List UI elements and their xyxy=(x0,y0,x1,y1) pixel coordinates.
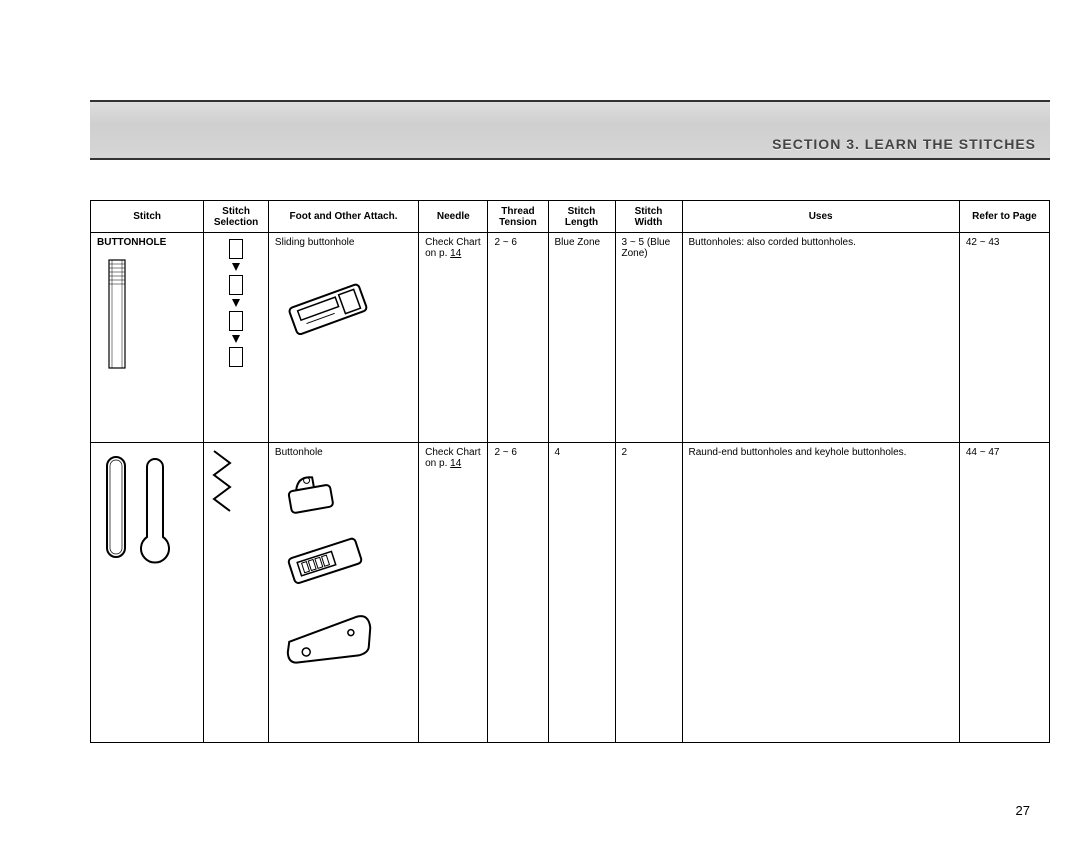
foot-cell: Sliding buttonhole xyxy=(268,233,418,443)
refer-cell: 42 ~ 43 xyxy=(959,233,1049,443)
col-needle: Needle xyxy=(419,201,488,233)
buttonhole-stitch-icon xyxy=(97,254,137,374)
foot-cell: Buttonhole xyxy=(268,443,418,743)
stitch-table: Stitch Stitch Selection Foot and Other A… xyxy=(90,200,1050,743)
uses-cell: Buttonholes: also corded buttonholes. xyxy=(682,233,959,443)
buttonhole-foot-icon xyxy=(275,464,345,524)
table-row: BUTTONHOLE xyxy=(91,233,1050,443)
section-title: SECTION 3. LEARN THE STITCHES xyxy=(772,136,1036,152)
needle-cell: Check Chart on p. 14 xyxy=(419,233,488,443)
stitch-cell: BUTTONHOLE xyxy=(91,233,204,443)
width-cell: 3 ~ 5 (Blue Zone) xyxy=(615,233,682,443)
round-end-buttonhole-icon xyxy=(97,447,177,577)
buttonhole-plate-icon xyxy=(275,524,375,604)
sliding-buttonhole-foot-icon xyxy=(275,260,385,370)
tension-cell: 2 ~ 6 xyxy=(488,443,548,743)
section-header-band: SECTION 3. LEARN THE STITCHES xyxy=(90,100,1050,160)
foot-label: Sliding buttonhole xyxy=(275,237,412,248)
col-width: Stitch Width xyxy=(615,201,682,233)
table-header-row: Stitch Stitch Selection Foot and Other A… xyxy=(91,201,1050,233)
col-length: Stitch Length xyxy=(548,201,615,233)
width-cell: 2 xyxy=(615,443,682,743)
table-row: Buttonhole xyxy=(91,443,1050,743)
col-tension: Thread Tension xyxy=(488,201,548,233)
length-cell: 4 xyxy=(548,443,615,743)
stitch-cell xyxy=(91,443,204,743)
col-foot: Foot and Other Attach. xyxy=(268,201,418,233)
selection-cell xyxy=(204,233,269,443)
buttonhole-template-icon xyxy=(275,604,385,684)
uses-cell: Raund-end buttonholes and keyhole button… xyxy=(682,443,959,743)
selection-cell xyxy=(204,443,269,743)
zigzag-selection-icon xyxy=(210,447,234,517)
col-uses: Uses xyxy=(682,201,959,233)
selection-sequence-icon xyxy=(210,237,262,367)
needle-cell: Check Chart on p. 14 xyxy=(419,443,488,743)
stitch-label: BUTTONHOLE xyxy=(97,237,197,248)
foot-label: Buttonhole xyxy=(275,447,412,458)
page-number: 27 xyxy=(1016,803,1030,818)
needle-text: Check Chart on p. 14 xyxy=(425,237,481,259)
refer-cell: 44 ~ 47 xyxy=(959,443,1049,743)
col-selection: Stitch Selection xyxy=(204,201,269,233)
col-refer: Refer to Page xyxy=(959,201,1049,233)
needle-text: Check Chart on p. 14 xyxy=(425,447,481,469)
col-stitch: Stitch xyxy=(91,201,204,233)
tension-cell: 2 ~ 6 xyxy=(488,233,548,443)
length-cell: Blue Zone xyxy=(548,233,615,443)
